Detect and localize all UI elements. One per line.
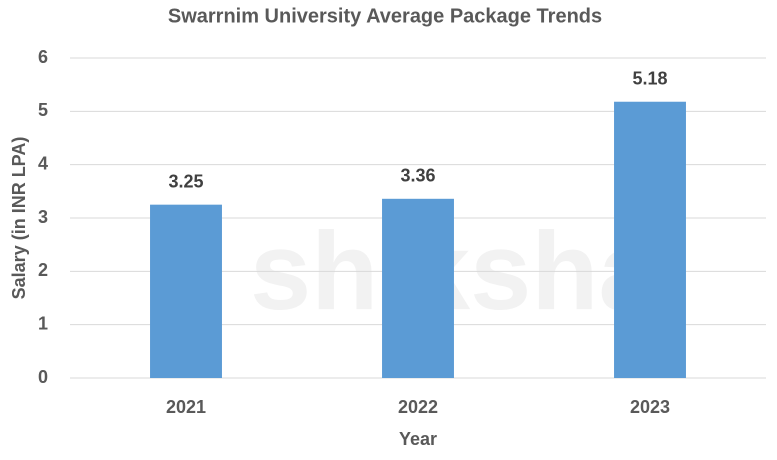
bar	[614, 101, 686, 378]
x-tick-label: 2021	[166, 397, 206, 417]
y-tick-label: 3	[38, 207, 48, 227]
y-tick-label: 2	[38, 260, 48, 280]
bar	[382, 198, 454, 378]
bar	[150, 204, 222, 378]
y-tick-label: 5	[38, 100, 48, 120]
y-tick-label: 0	[38, 367, 48, 387]
data-label: 5.18	[632, 68, 667, 88]
chart-title: Swarrnim University Average Package Tren…	[168, 5, 602, 27]
x-tick-label: 2023	[630, 397, 670, 417]
data-label: 3.25	[168, 171, 203, 191]
data-label: 3.36	[400, 166, 435, 186]
y-tick-label: 6	[38, 47, 48, 67]
x-axis-title: Year	[399, 429, 437, 449]
y-tick-label: 1	[38, 313, 48, 333]
y-tick-label: 4	[38, 153, 48, 173]
x-tick-label: 2022	[398, 397, 438, 417]
y-axis-title: Salary (in INR LPA)	[9, 137, 29, 300]
